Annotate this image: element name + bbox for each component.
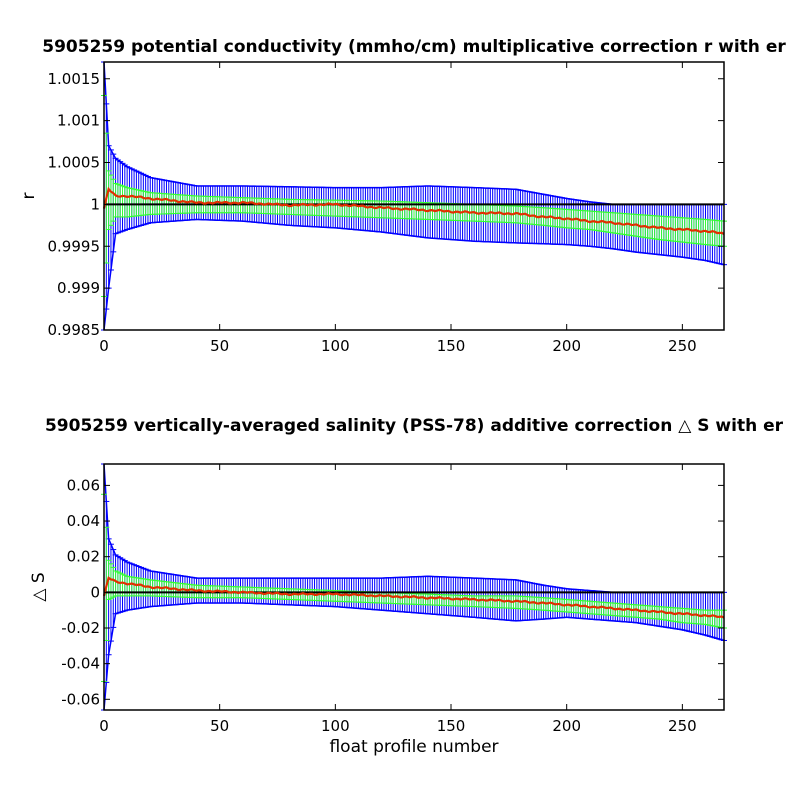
y-tick-label: -0.02 xyxy=(61,619,100,637)
y-tick-label: 0.9985 xyxy=(48,321,101,339)
y-tick-label: -0.06 xyxy=(61,690,100,708)
y-tick-label: 0.06 xyxy=(67,476,100,494)
chart-title: 5905259 potential conductivity (mmho/cm)… xyxy=(42,37,786,57)
y-tick-label: 1.001 xyxy=(57,112,100,130)
y-tick-label: -0.04 xyxy=(61,655,100,673)
estimate-line xyxy=(102,186,725,235)
x-tick-label: 50 xyxy=(210,337,229,355)
outer-lower-envelope xyxy=(103,218,725,331)
y-tick-label: 0.999 xyxy=(57,279,100,297)
x-tick-label: 150 xyxy=(437,337,466,355)
outer-upper-envelope xyxy=(103,61,724,206)
y-axis-label: △ S xyxy=(29,572,49,601)
y-tick-label: 0.02 xyxy=(67,548,100,566)
x-axis-label: float profile number xyxy=(329,737,498,757)
x-tick-label: 0 xyxy=(99,717,109,735)
outer-upper-envelope xyxy=(103,463,724,594)
plot-frame xyxy=(103,61,725,331)
x-tick-label: 0 xyxy=(99,337,109,355)
y-tick-label: 1.0005 xyxy=(48,154,101,172)
outer-error-bars xyxy=(101,463,727,711)
x-tick-label: 200 xyxy=(552,717,581,735)
x-tick-label: 250 xyxy=(668,337,697,355)
y-axis-label: r xyxy=(19,193,39,200)
x-tick-label: 200 xyxy=(552,337,581,355)
outer-lower-envelope xyxy=(103,602,725,711)
chart-title: 5905259 vertically-averaged salinity (PS… xyxy=(45,416,784,436)
y-tick-label: 1.0015 xyxy=(48,70,101,88)
y-tick-label: 0 xyxy=(90,583,100,601)
plot-frame xyxy=(103,463,725,711)
bottom-panel-delta-s: 5905259 vertically-averaged salinity (PS… xyxy=(29,416,784,757)
y-tick-label: 0.9995 xyxy=(48,237,101,255)
x-tick-label: 250 xyxy=(668,717,697,735)
y-tick-label: 0.04 xyxy=(67,512,100,530)
x-tick-label: 50 xyxy=(210,717,229,735)
y-tick-label: 1 xyxy=(90,195,100,213)
top-panel-r: 5905259 potential conductivity (mmho/cm)… xyxy=(19,37,786,355)
x-tick-label: 150 xyxy=(437,717,466,735)
x-tick-label: 100 xyxy=(321,337,350,355)
estimate-line xyxy=(102,576,725,619)
x-tick-label: 100 xyxy=(321,717,350,735)
